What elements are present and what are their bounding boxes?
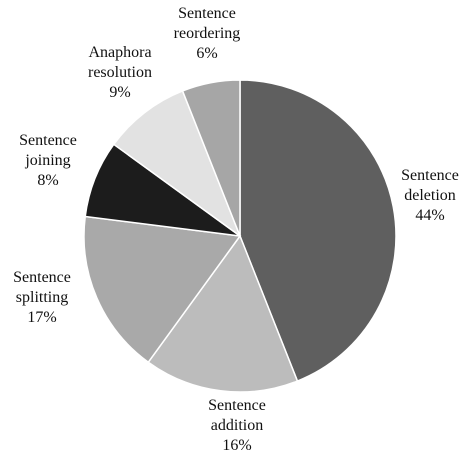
pie-slice bbox=[112, 89, 242, 239]
slice-label: Sentence reordering bbox=[174, 5, 241, 42]
value-label: 9% bbox=[109, 84, 130, 101]
slice-label: Sentence splitting bbox=[13, 269, 71, 306]
slice-label: Sentence joining bbox=[19, 132, 77, 169]
value-label: 16% bbox=[222, 437, 251, 454]
pie-slice bbox=[83, 215, 242, 364]
pie-slice bbox=[181, 79, 241, 237]
value-label: 8% bbox=[37, 172, 58, 189]
slice-label: Sentence deletion bbox=[401, 167, 459, 204]
slice-label: Anaphora resolution bbox=[88, 44, 152, 81]
slice-label: Sentence addition bbox=[208, 397, 266, 434]
value-label: 6% bbox=[196, 45, 217, 62]
value-label: 44% bbox=[415, 207, 444, 224]
pie-slice bbox=[147, 234, 299, 393]
value-label: 17% bbox=[27, 309, 56, 326]
pie-slice bbox=[239, 79, 397, 383]
